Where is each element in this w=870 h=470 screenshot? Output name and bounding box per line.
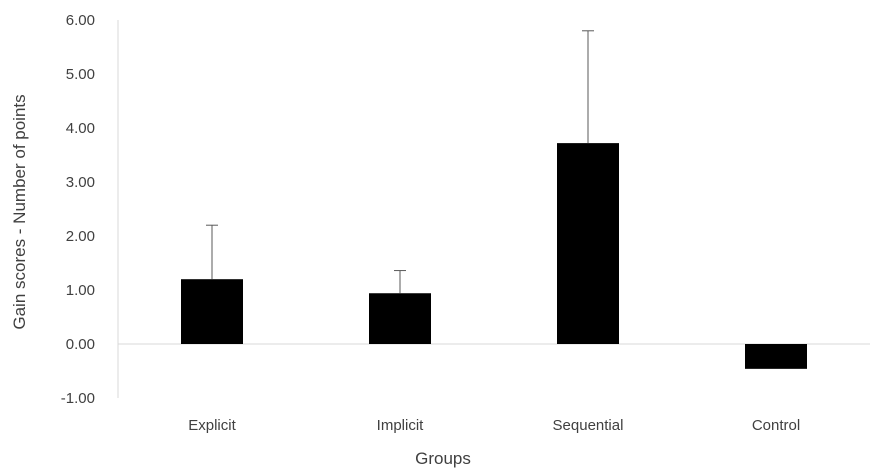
x-category-label: Sequential <box>553 417 624 434</box>
y-tick-label: 5.00 <box>66 66 95 83</box>
y-tick-label: 2.00 <box>66 228 95 245</box>
y-tick-label: 1.00 <box>66 282 95 299</box>
y-tick-label: -1.00 <box>61 390 95 407</box>
x-axis-category-labels: Explicit Implicit Sequential Control <box>188 417 800 434</box>
y-axis-ticks: 6.00 5.00 4.00 3.00 2.00 1.00 0.00 -1.00 <box>61 12 95 407</box>
x-category-label: Implicit <box>377 417 425 434</box>
bars <box>181 143 807 369</box>
bar-explicit <box>181 279 243 344</box>
y-tick-label: 0.00 <box>66 336 95 353</box>
bar-sequential <box>557 143 619 344</box>
axes <box>117 20 870 398</box>
error-bars <box>206 30 594 294</box>
bar-implicit <box>369 293 431 344</box>
x-category-label: Explicit <box>188 417 236 434</box>
y-axis-title: Gain scores - Number of points <box>10 94 29 329</box>
x-category-label: Control <box>752 417 800 434</box>
bar-control <box>745 344 807 369</box>
y-tick-label: 6.00 <box>66 12 95 29</box>
y-tick-label: 3.00 <box>66 174 95 191</box>
y-tick-label: 4.00 <box>66 120 95 137</box>
x-axis-title: Groups <box>415 449 471 468</box>
